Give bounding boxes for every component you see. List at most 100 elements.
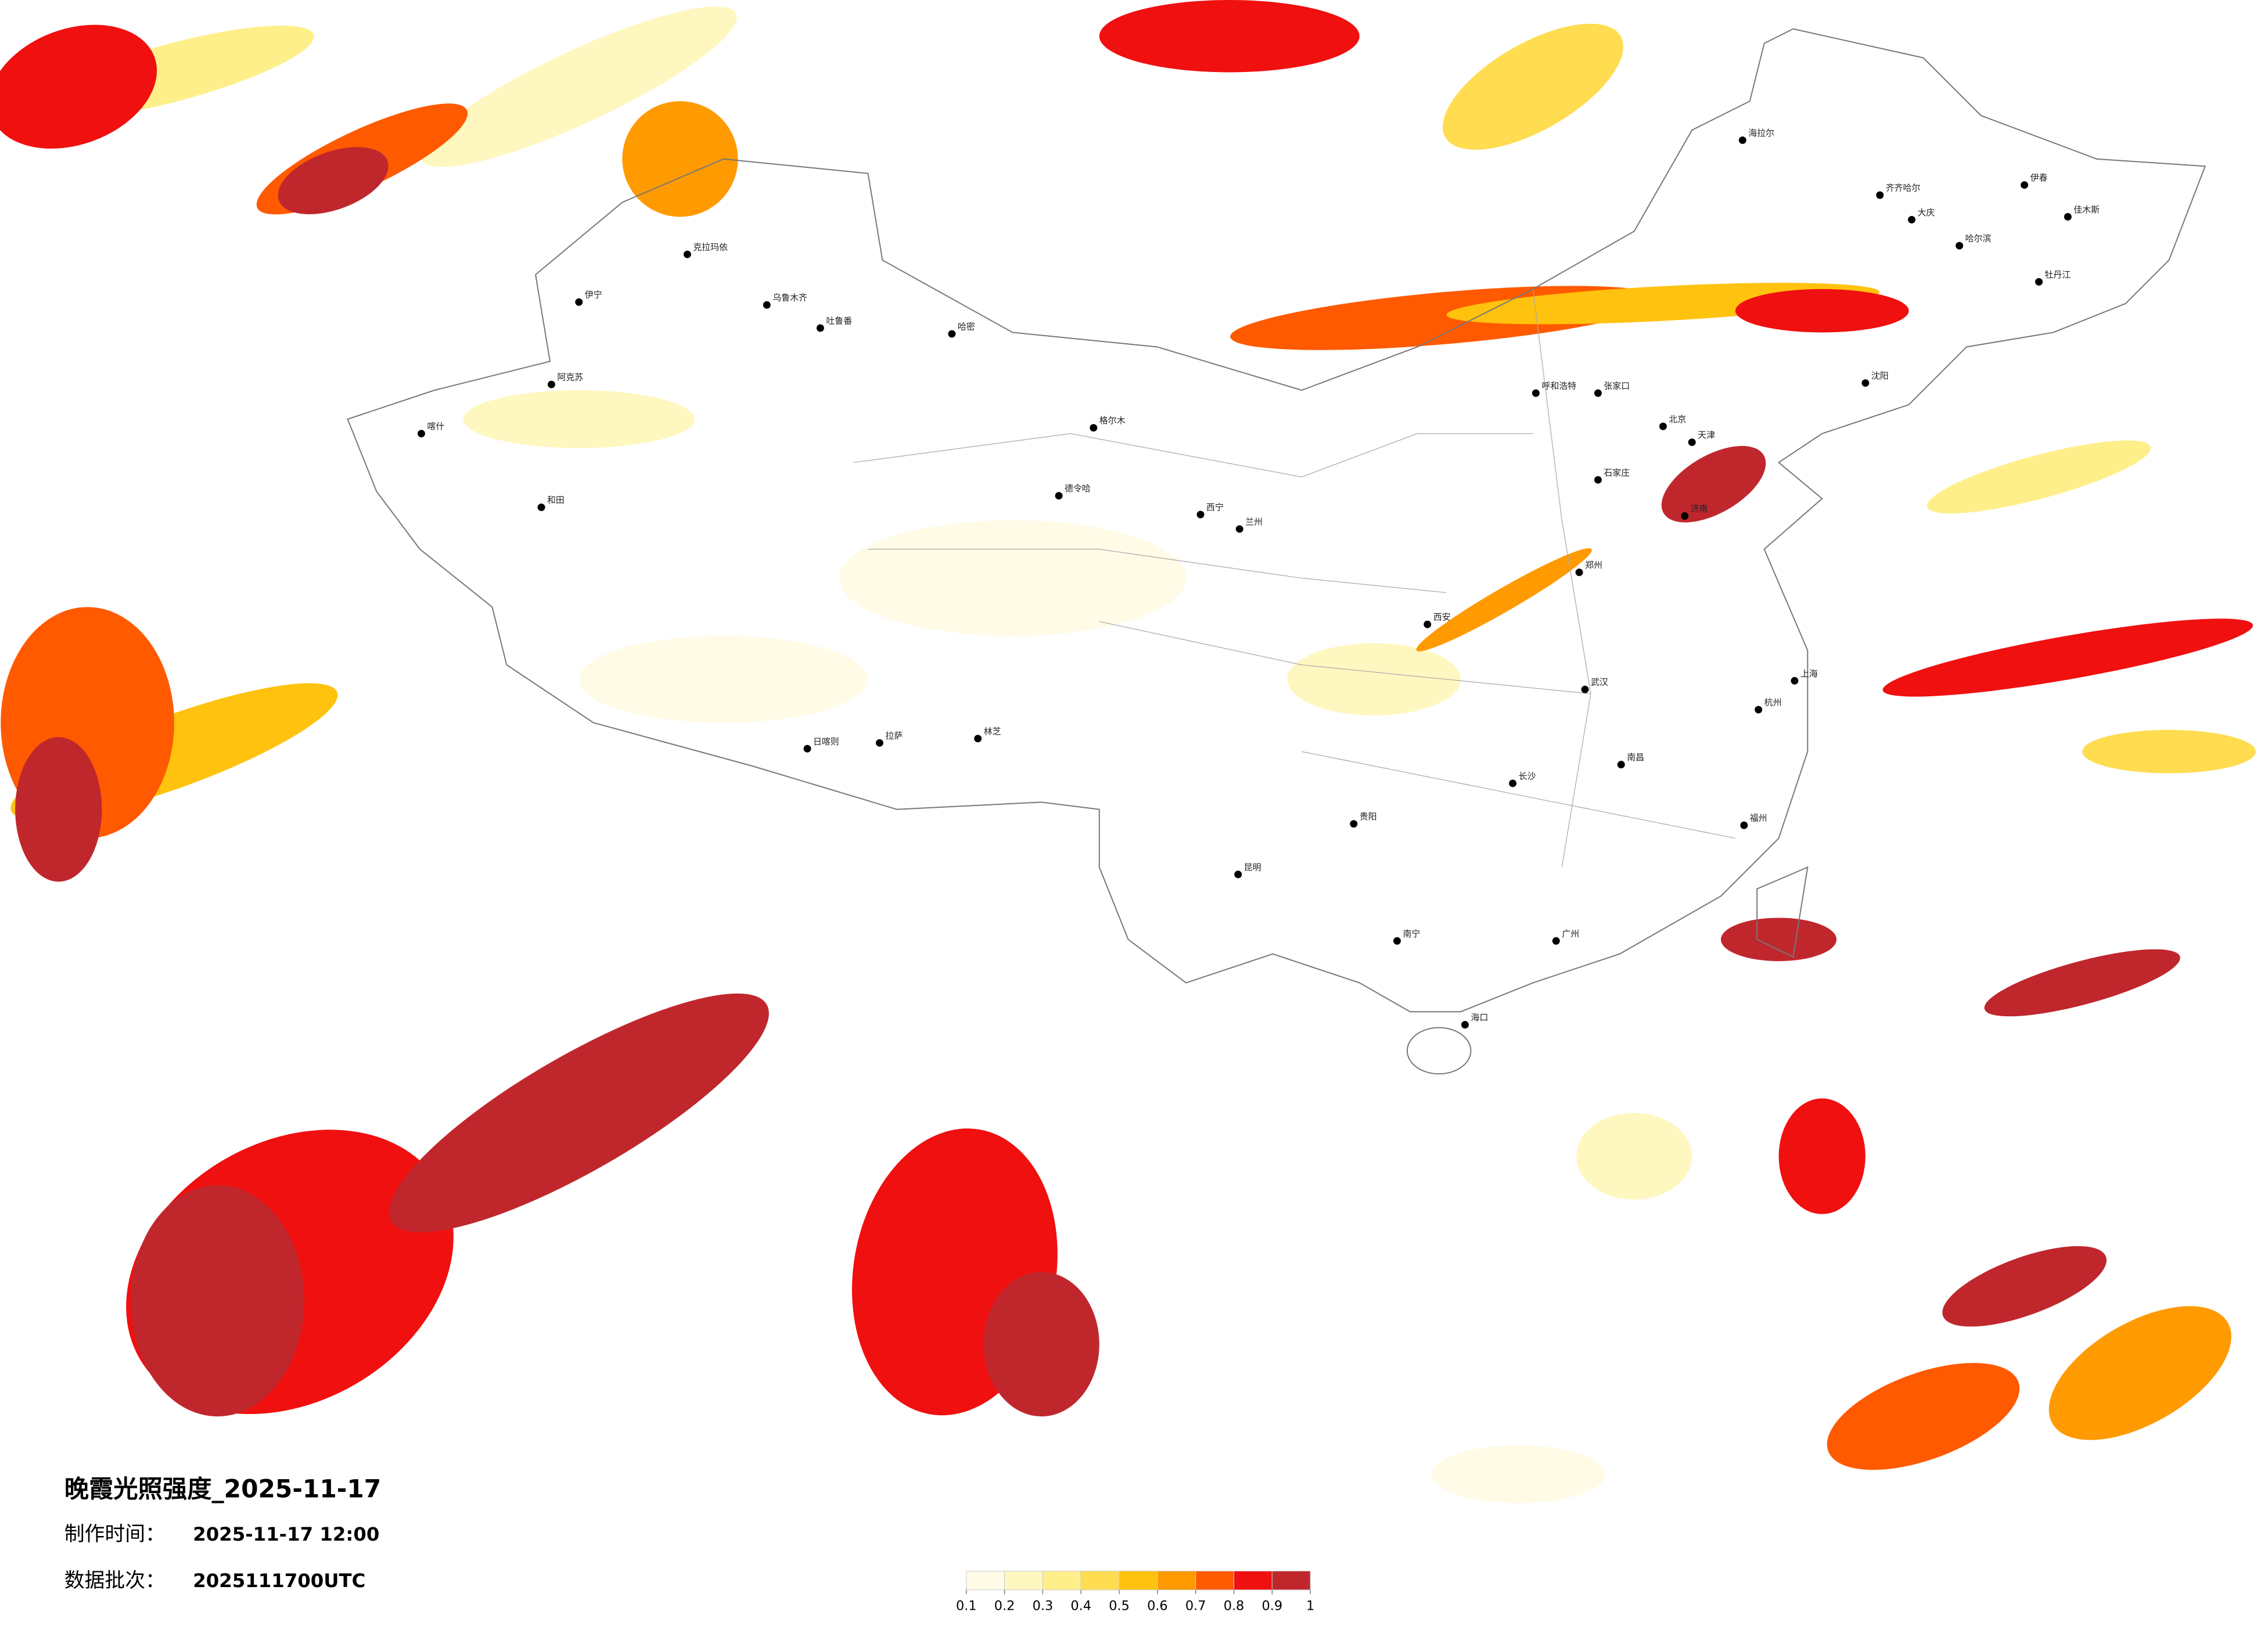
intensity-patch bbox=[1827, 1363, 2020, 1470]
city-label: 南昌 bbox=[1627, 752, 1644, 762]
city-label: 吐鲁番 bbox=[826, 316, 852, 326]
city-dot bbox=[1791, 677, 1799, 685]
intensity-patch bbox=[1735, 289, 1909, 333]
colorbar-box bbox=[1195, 1570, 1235, 1591]
city-label: 德令哈 bbox=[1065, 483, 1091, 494]
taiwan-outline bbox=[1756, 866, 1809, 958]
intensity-patch bbox=[1984, 949, 2180, 1017]
city-dot bbox=[1393, 937, 1401, 945]
city-label: 西宁 bbox=[1206, 502, 1224, 513]
colorbar-tick-label: 1 bbox=[1306, 1599, 1314, 1614]
city-dot bbox=[875, 739, 883, 747]
intensity-patch bbox=[1432, 1445, 1605, 1503]
city-dot bbox=[1424, 620, 1432, 628]
country-outline bbox=[347, 28, 2206, 1075]
city-dot bbox=[2035, 278, 2043, 286]
colorbar-box bbox=[1042, 1570, 1081, 1591]
intensity-patch bbox=[2048, 1306, 2231, 1440]
city-label: 张家口 bbox=[1604, 381, 1630, 391]
city-label: 兰州 bbox=[1245, 516, 1263, 527]
city-dot bbox=[1956, 242, 1964, 250]
city-label: 伊宁 bbox=[585, 290, 602, 300]
city-dot bbox=[683, 250, 691, 258]
city-label: 济南 bbox=[1691, 503, 1708, 514]
city-dot bbox=[763, 301, 771, 309]
city-label: 杭州 bbox=[1764, 697, 1782, 708]
city-dot bbox=[1740, 821, 1748, 829]
city-dot bbox=[1509, 779, 1517, 787]
city-label: 拉萨 bbox=[885, 731, 903, 741]
intensity-patch bbox=[1576, 1113, 1692, 1200]
city-label: 广州 bbox=[1562, 929, 1579, 939]
intensity-patch bbox=[578, 636, 868, 723]
city-dot bbox=[816, 324, 824, 332]
city-dot bbox=[1681, 512, 1689, 520]
city-dot bbox=[2064, 213, 2072, 221]
colorbar-box bbox=[966, 1570, 1005, 1591]
city-dot bbox=[1876, 191, 1884, 199]
colorbar: 0.1 0.2 0.3 0.4 0.5 0.6 0.7 0.8 0.9 1 bbox=[956, 1570, 1314, 1614]
city-dot bbox=[803, 744, 811, 753]
city-label: 克拉玛依 bbox=[693, 242, 728, 253]
city-label: 上海 bbox=[1800, 668, 1818, 679]
city-dot bbox=[1090, 424, 1098, 432]
city-label: 北京 bbox=[1669, 414, 1686, 425]
intensity-patch bbox=[1416, 548, 1592, 652]
colorbar-tick-label: 0.5 bbox=[1109, 1599, 1130, 1614]
city-dot bbox=[1532, 389, 1540, 397]
colorbar-box bbox=[1119, 1570, 1158, 1591]
mainland-outline bbox=[347, 28, 2206, 1013]
city-dot bbox=[1659, 422, 1667, 430]
city-dot bbox=[575, 298, 583, 306]
city-label: 昆明 bbox=[1244, 862, 1261, 872]
city-label: 郑州 bbox=[1585, 560, 1602, 570]
city-label: 长沙 bbox=[1519, 771, 1536, 782]
intensity-patch bbox=[15, 737, 102, 882]
city-dot bbox=[1461, 1021, 1469, 1029]
colorbar-box bbox=[1271, 1570, 1311, 1591]
intensity-patch bbox=[1882, 618, 2253, 697]
city-label: 武汉 bbox=[1591, 677, 1608, 688]
city-dot bbox=[418, 430, 425, 438]
province-lines bbox=[853, 289, 1735, 868]
city-dot bbox=[1575, 569, 1583, 577]
city-label: 大庆 bbox=[1917, 207, 1935, 218]
city-dot bbox=[1738, 136, 1746, 144]
city-label: 格尔木 bbox=[1099, 415, 1126, 426]
colorbar-box bbox=[1080, 1570, 1120, 1591]
produced-label: 制作时间： bbox=[64, 1523, 166, 1546]
city-dot bbox=[1755, 706, 1763, 714]
city-label: 贵阳 bbox=[1360, 811, 1377, 822]
city-label: 齐齐哈尔 bbox=[1886, 183, 1921, 193]
intensity-patch bbox=[1720, 918, 1837, 962]
city-dot bbox=[1581, 685, 1589, 693]
intensity-patch bbox=[389, 993, 769, 1233]
batch-value: 2025111700UTC bbox=[193, 1570, 365, 1592]
intensity-patch bbox=[622, 101, 738, 217]
city-dot bbox=[1196, 510, 1205, 519]
city-label: 天津 bbox=[1698, 430, 1715, 440]
intensity-patch bbox=[1287, 643, 1461, 715]
intensity-patch bbox=[0, 24, 157, 149]
city-label: 喀什 bbox=[427, 421, 444, 431]
intensity-patch bbox=[1942, 1246, 2107, 1327]
colorbar-box bbox=[1157, 1570, 1196, 1591]
city-dot bbox=[548, 380, 555, 388]
city-dot bbox=[537, 503, 545, 512]
city-label: 福州 bbox=[1750, 813, 1767, 823]
colorbar-tick-label: 0.6 bbox=[1147, 1599, 1168, 1614]
city-dot bbox=[1235, 525, 1243, 533]
city-label: 哈尔滨 bbox=[1965, 233, 1992, 244]
colorbar-box bbox=[1234, 1570, 1273, 1591]
city-label: 伊春 bbox=[2030, 172, 2048, 183]
intensity-patch bbox=[278, 147, 389, 214]
intensity-patch bbox=[463, 390, 695, 448]
city-label: 沈阳 bbox=[1871, 370, 1889, 381]
city-label: 阿克苏 bbox=[557, 372, 583, 383]
city-label: 西安 bbox=[1433, 612, 1451, 623]
intensity-patch bbox=[839, 520, 1187, 636]
colorbar-tick-label: 0.2 bbox=[994, 1599, 1015, 1614]
intensity-patch bbox=[1443, 23, 1623, 150]
colorbar-tick-label: 0.9 bbox=[1262, 1599, 1283, 1614]
